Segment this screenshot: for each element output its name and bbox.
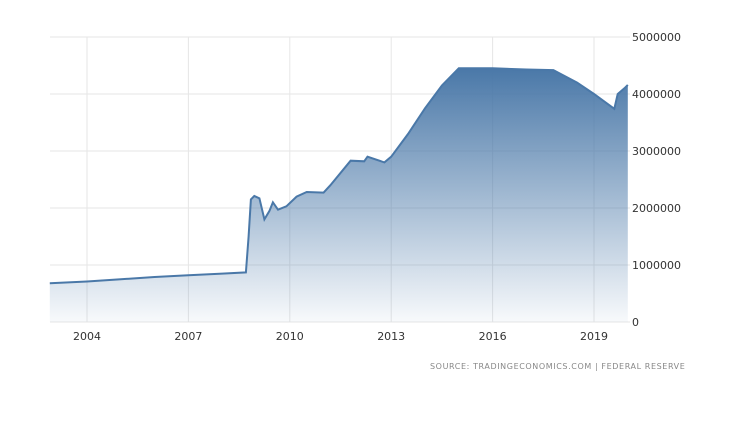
- x-axis: 2004 2007 2010 2013 2016 2019: [73, 330, 608, 343]
- x-tick-label: 2004: [73, 330, 101, 343]
- y-tick-label: 3000000: [632, 145, 681, 158]
- x-tick-label: 2013: [377, 330, 405, 343]
- x-tick-label: 2007: [174, 330, 202, 343]
- y-axis: 0 1000000 2000000 3000000 4000000 5000000: [632, 31, 681, 329]
- y-tick-label: 2000000: [632, 202, 681, 215]
- y-tick-label: 1000000: [632, 259, 681, 272]
- y-tick-label: 5000000: [632, 31, 681, 44]
- y-tick-label: 0: [632, 316, 639, 329]
- y-tick-label: 4000000: [632, 88, 681, 101]
- x-tick-label: 2010: [276, 330, 304, 343]
- x-tick-label: 2019: [580, 330, 608, 343]
- x-tick-label: 2016: [479, 330, 507, 343]
- series-area: [49, 68, 628, 322]
- source-note: SOURCE: TRADINGECONOMICS.COM | FEDERAL R…: [430, 362, 686, 371]
- series-line: [49, 67, 629, 285]
